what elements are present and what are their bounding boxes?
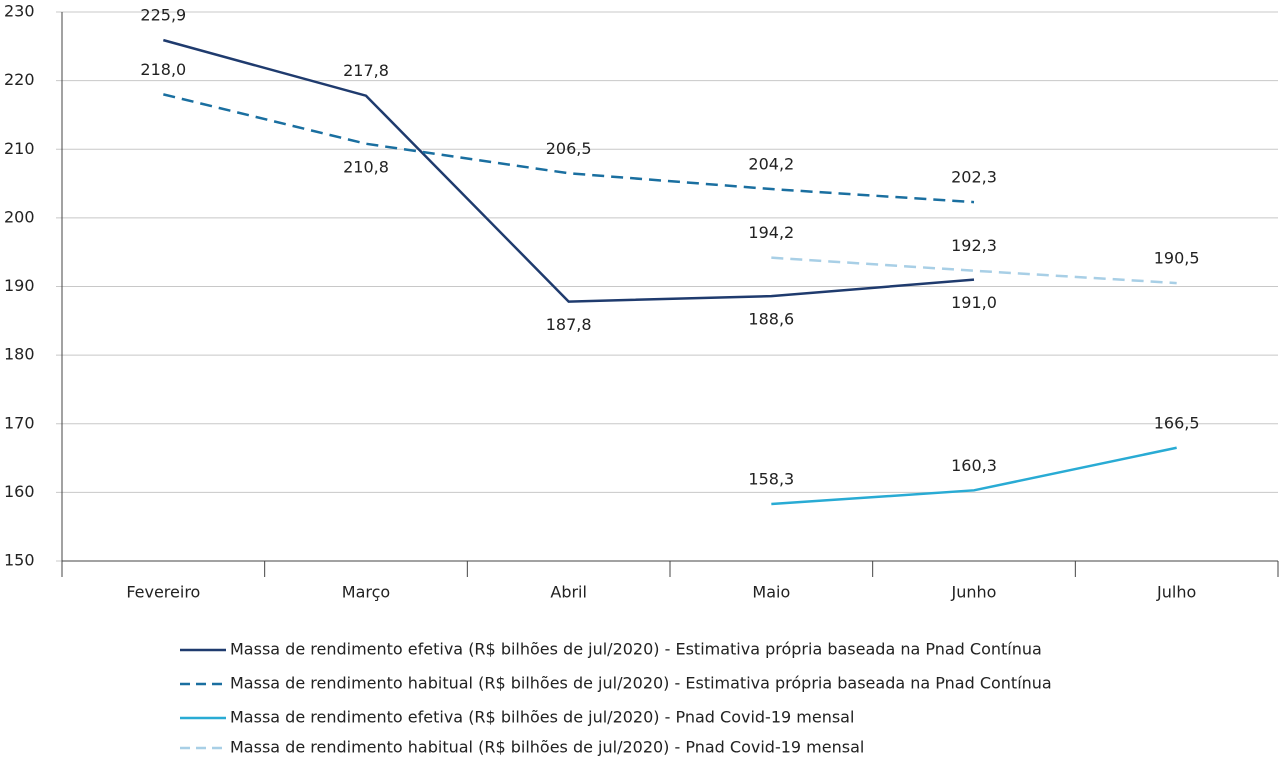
x-tick-label: Abril [550,583,587,602]
data-label: 192,3 [951,236,997,255]
data-label: 158,3 [748,470,794,489]
legend-label: Massa de rendimento efetiva (R$ bilhões … [230,708,854,727]
x-tick-label: Junho [951,583,997,602]
y-tick-label: 220 [4,70,35,89]
series-line [771,256,1177,285]
data-label: 188,6 [748,310,794,329]
x-tick-label: Julho [1156,583,1196,602]
data-label: 190,5 [1154,249,1200,268]
y-tick-label: 210 [4,139,35,158]
legend-label: Massa de rendimento habitual (R$ bilhões… [230,674,1052,693]
y-tick-label: 160 [4,482,35,501]
y-tick-label: 150 [4,551,35,570]
data-label: 218,0 [140,60,186,79]
y-tick-label: 230 [4,2,35,21]
data-label: 210,8 [343,157,389,176]
y-tick-label: 170 [4,413,35,432]
data-label: 202,3 [951,168,997,187]
data-label: 160,3 [951,456,997,475]
data-label: 187,8 [546,315,592,334]
data-label: 225,9 [140,6,186,25]
data-label: 191,0 [951,293,997,312]
y-tick-label: 190 [4,276,35,295]
data-label: 194,2 [748,223,794,242]
x-tick-label: Fevereiro [126,583,200,602]
y-tick-label: 180 [4,345,35,364]
data-label: 206,5 [546,139,592,158]
x-tick-label: Maio [752,583,790,602]
data-label: 204,2 [748,155,794,174]
x-tick-label: Março [342,583,390,602]
y-tick-label: 200 [4,207,35,226]
legend-label: Massa de rendimento efetiva (R$ bilhões … [230,640,1042,659]
series-line [771,446,1177,506]
legend-label: Massa de rendimento habitual (R$ bilhões… [230,738,864,757]
series-line [163,93,975,204]
series-line [163,38,975,303]
data-label: 217,8 [343,61,389,80]
data-label: 166,5 [1154,413,1200,432]
